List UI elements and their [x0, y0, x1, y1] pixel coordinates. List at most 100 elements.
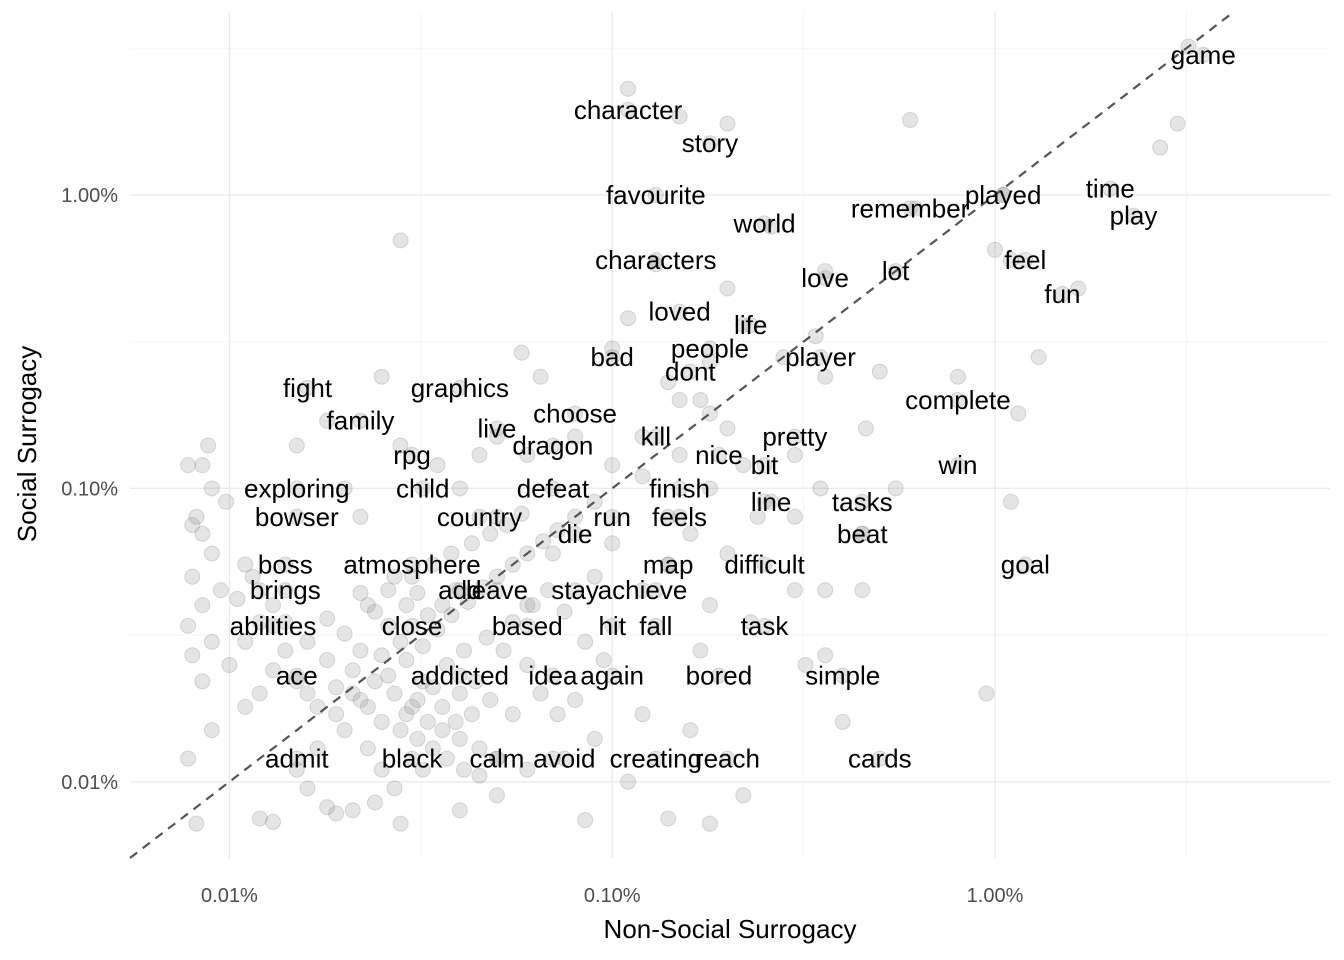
data-point: [1010, 405, 1027, 422]
data-point: [409, 584, 426, 601]
data-point: [288, 667, 305, 684]
identity-reference-line: [129, 11, 1235, 859]
word-label-task: task: [741, 611, 790, 641]
data-point: [392, 722, 409, 739]
data-point: [671, 446, 688, 463]
data-point: [701, 353, 718, 370]
data-point: [488, 750, 505, 767]
data-point: [288, 761, 305, 778]
data-point: [451, 802, 468, 819]
data-point: [817, 582, 834, 599]
word-label-feel: feel: [1004, 245, 1046, 275]
data-point: [604, 617, 621, 634]
data-point: [756, 493, 773, 510]
data-point: [237, 633, 254, 650]
data-point: [265, 813, 282, 830]
data-point: [577, 812, 594, 829]
data-point: [359, 740, 376, 757]
data-point: [544, 437, 561, 454]
data-point: [265, 662, 282, 679]
word-label-people: people: [671, 333, 749, 363]
data-point: [1169, 115, 1186, 132]
data-point: [392, 437, 409, 454]
data-point: [212, 582, 229, 599]
data-point: [682, 525, 699, 542]
word-label-dragon: dragon: [512, 430, 593, 460]
data-point: [620, 773, 637, 790]
data-point: [817, 263, 834, 280]
data-point: [660, 556, 677, 573]
data-point: [184, 568, 201, 585]
data-point: [265, 597, 282, 614]
word-label-atmosphere: atmosphere: [343, 550, 480, 580]
data-point: [735, 787, 752, 804]
word-label-addicted: addicted: [411, 661, 509, 691]
data-point: [443, 607, 460, 624]
data-point: [180, 617, 197, 634]
data-point: [277, 556, 294, 573]
word-label-remember: remember: [851, 193, 970, 223]
data-point: [455, 642, 472, 659]
word-label-add: add: [438, 575, 481, 605]
data-point: [634, 582, 651, 599]
word-label-choose: choose: [533, 398, 617, 428]
data-point: [719, 420, 736, 437]
data-point: [184, 517, 201, 534]
word-label-cards: cards: [848, 744, 912, 774]
word-label-die: die: [558, 519, 593, 549]
data-point: [701, 815, 718, 832]
data-point: [812, 480, 829, 497]
word-label-brings: brings: [250, 575, 321, 605]
word-label-favourite: favourite: [606, 180, 706, 210]
data-point: [671, 480, 688, 497]
data-point: [373, 761, 390, 778]
word-label-avoid: avoid: [533, 744, 595, 774]
data-point: [786, 508, 803, 525]
data-point: [519, 446, 536, 463]
data-point: [336, 625, 353, 642]
data-point: [352, 692, 369, 709]
data-point: [451, 667, 468, 684]
data-point: [595, 652, 612, 669]
data-point: [251, 685, 268, 702]
x-axis-title: Non-Social Surrogacy: [604, 914, 857, 944]
word-label-game: game: [1171, 40, 1236, 70]
data-point: [380, 582, 397, 599]
data-point: [817, 368, 834, 385]
data-point: [373, 647, 390, 664]
data-point: [1054, 285, 1071, 302]
word-label-achieve: achieve: [598, 575, 688, 605]
data-point: [380, 617, 397, 634]
word-label-reach: reach: [695, 744, 760, 774]
data-point: [299, 379, 316, 396]
data-point: [556, 603, 573, 620]
data-point: [719, 280, 736, 297]
data-point: [620, 310, 637, 327]
data-point: [404, 698, 421, 715]
data-point: [277, 614, 294, 631]
word-label-tasks: tasks: [832, 487, 893, 517]
data-point: [544, 480, 561, 497]
data-point: [949, 457, 966, 474]
data-point: [634, 468, 651, 485]
word-label-rpg: rpg: [393, 440, 431, 470]
data-point: [854, 582, 871, 599]
data-point: [488, 750, 505, 767]
data-point: [447, 713, 464, 730]
data-point: [660, 374, 677, 391]
data-point: [1002, 493, 1019, 510]
word-label-story: story: [682, 128, 738, 158]
data-point: [180, 750, 197, 767]
word-label-bored: bored: [686, 661, 753, 691]
data-point: [478, 629, 495, 646]
data-point: [812, 349, 829, 366]
data-point: [482, 525, 499, 542]
data-point: [854, 525, 871, 542]
data-point: [359, 597, 376, 614]
data-point: [359, 698, 376, 715]
data-point: [438, 750, 455, 767]
data-point: [409, 730, 426, 747]
word-label-characters: characters: [595, 245, 716, 275]
data-point: [299, 685, 316, 702]
data-point: [386, 685, 403, 702]
